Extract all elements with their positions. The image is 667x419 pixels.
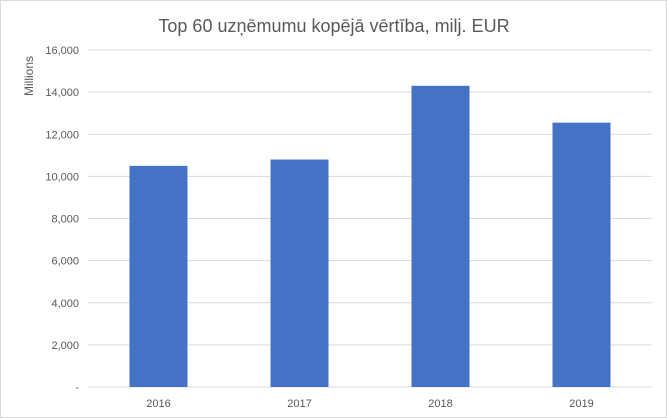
- y-tick-label: 6,000: [51, 256, 79, 268]
- y-tick-labels: - 2,000 4,000 6,000 8,000 10,000 12,000 14,000 1…: [45, 45, 79, 394]
- x-tick-labels: 2016 2017 2018 2019: [146, 398, 593, 410]
- bars: [129, 85, 611, 388]
- y-tick-label: 12,000: [45, 129, 79, 141]
- y-tick-label: 10,000: [45, 171, 79, 183]
- x-tick-label-2019: 2019: [569, 398, 593, 410]
- bar-2016: [129, 165, 188, 387]
- x-tick-label-2018: 2018: [428, 398, 452, 410]
- y-tick-label: 4,000: [51, 298, 79, 310]
- bar-2018: [411, 85, 470, 388]
- bar-2019: [552, 122, 611, 388]
- y-tick-label: 8,000: [51, 214, 79, 226]
- bar-2017: [270, 159, 329, 387]
- x-tick-label-2016: 2016: [146, 398, 170, 410]
- y-tick-label: -: [75, 382, 79, 394]
- y-tick-label: 16,000: [45, 45, 79, 57]
- y-axis-label: Millions: [22, 56, 36, 96]
- y-tick-label: 2,000: [51, 340, 79, 352]
- chart-title: Top 60 uzņēmumu kopējā vērtība, milj. EU…: [158, 16, 509, 36]
- y-tick-label: 14,000: [45, 87, 79, 99]
- x-tick-label-2017: 2017: [287, 398, 311, 410]
